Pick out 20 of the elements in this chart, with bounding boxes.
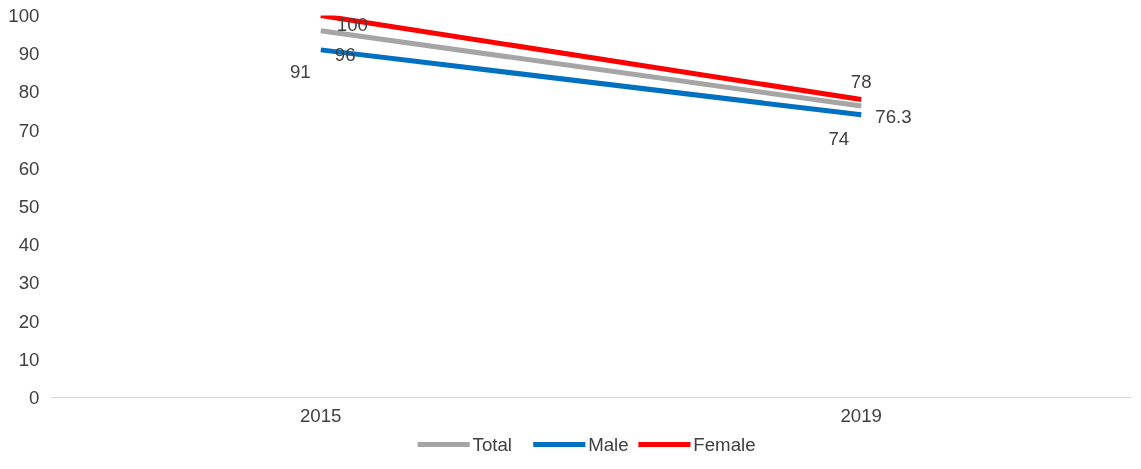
y-tick-label: 60 bbox=[18, 157, 40, 179]
legend-label: Total bbox=[472, 434, 512, 455]
y-tick-label: 70 bbox=[18, 119, 40, 141]
x-tick-label: 2019 bbox=[840, 404, 883, 426]
y-tick-label: 40 bbox=[18, 234, 40, 256]
y-tick-label: 80 bbox=[18, 81, 40, 103]
data-label: 74 bbox=[828, 128, 850, 150]
y-tick-label: 30 bbox=[18, 272, 40, 294]
y-tick-label: 0 bbox=[29, 387, 40, 408]
y-tick-label: 90 bbox=[18, 43, 40, 65]
legend-label: Male bbox=[588, 434, 629, 455]
y-tick-label: 10 bbox=[18, 348, 40, 370]
x-tick-label: 2015 bbox=[300, 404, 342, 426]
legend-label: Female bbox=[693, 434, 756, 455]
y-tick-label: 50 bbox=[18, 196, 40, 217]
data-label: 76.3 bbox=[875, 105, 912, 127]
data-label: 78 bbox=[850, 71, 872, 93]
data-label: 91 bbox=[290, 61, 311, 83]
y-tick-label: 20 bbox=[18, 310, 40, 332]
y-tick-label: 100 bbox=[8, 5, 40, 26]
